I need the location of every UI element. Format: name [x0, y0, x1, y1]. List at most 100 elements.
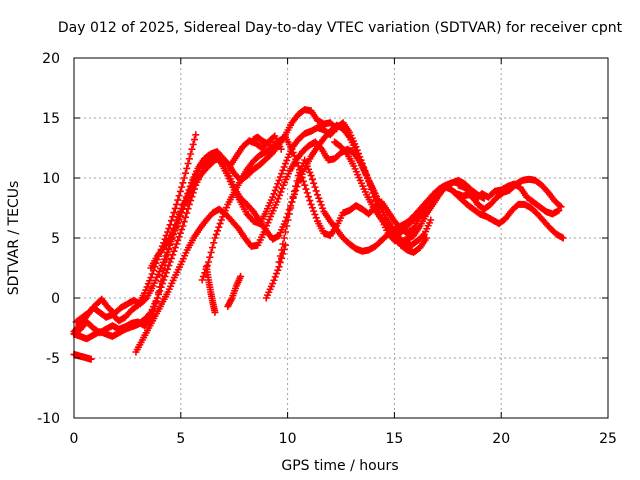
data-point	[175, 192, 183, 200]
x-tick-label: 0	[70, 431, 79, 447]
series-track-13	[202, 263, 219, 316]
data-point	[174, 196, 182, 204]
data-point	[162, 256, 170, 264]
y-tick-label: 20	[42, 51, 60, 67]
data-point	[279, 166, 287, 174]
data-point	[289, 149, 297, 157]
data-point	[308, 175, 316, 183]
data-point	[555, 206, 563, 214]
data-points	[70, 106, 567, 363]
data-point	[162, 269, 170, 277]
data-point	[166, 258, 174, 266]
data-point	[185, 200, 193, 208]
data-point	[164, 228, 172, 236]
data-point	[267, 138, 275, 146]
data-point	[274, 180, 282, 188]
y-axis-label: SDTVAR / TECUs	[6, 181, 22, 296]
data-point	[310, 179, 318, 187]
data-point	[305, 193, 313, 201]
data-point	[275, 176, 283, 184]
data-point	[272, 183, 280, 191]
data-point	[317, 201, 325, 209]
data-point	[187, 150, 195, 158]
data-point	[306, 197, 314, 205]
data-point	[206, 253, 214, 261]
data-point	[269, 193, 277, 201]
data-point	[281, 241, 289, 249]
data-point	[216, 220, 224, 228]
data-point	[273, 198, 281, 206]
data-point	[205, 258, 213, 266]
data-point	[274, 195, 282, 203]
data-point	[293, 177, 301, 185]
data-point	[153, 294, 161, 302]
data-point	[277, 188, 285, 196]
series-track-14	[224, 272, 245, 310]
data-point	[274, 266, 282, 274]
data-point	[146, 310, 154, 318]
data-point	[187, 197, 195, 205]
y-tick-label: 5	[51, 231, 60, 247]
data-point	[319, 204, 327, 212]
data-point	[279, 250, 287, 258]
data-point	[199, 272, 207, 280]
data-point	[275, 191, 283, 199]
data-point	[311, 183, 319, 191]
data-point	[276, 258, 284, 266]
data-point	[303, 189, 311, 197]
data-point	[280, 163, 288, 171]
data-point	[312, 187, 320, 195]
data-point	[147, 274, 155, 282]
data-point	[288, 145, 296, 153]
data-point	[316, 144, 324, 152]
data-point	[176, 187, 184, 195]
data-point	[179, 205, 187, 213]
data-point	[556, 202, 564, 210]
data-point	[189, 178, 197, 186]
data-point	[171, 244, 179, 252]
series-track-11	[454, 175, 565, 213]
x-axis-label: GPS time / hours	[281, 458, 398, 474]
data-point	[178, 183, 186, 191]
data-point	[272, 270, 280, 278]
data-point	[278, 254, 286, 262]
data-point	[170, 247, 178, 255]
x-tick-label: 20	[492, 431, 510, 447]
data-point	[184, 192, 192, 200]
data-point	[216, 156, 224, 164]
data-point	[188, 182, 196, 190]
data-point	[419, 232, 427, 240]
data-point	[174, 219, 182, 227]
data-point	[173, 222, 181, 230]
data-point	[281, 228, 289, 236]
data-point	[178, 209, 186, 217]
data-point	[285, 210, 293, 218]
data-point	[289, 193, 297, 201]
data-point	[141, 295, 149, 303]
data-point	[175, 215, 183, 223]
data-point	[271, 186, 279, 194]
data-point	[183, 164, 191, 172]
data-point	[173, 200, 181, 208]
data-point	[311, 210, 319, 218]
data-point	[210, 239, 218, 247]
y-tick-label: 10	[42, 171, 60, 187]
data-point	[158, 280, 166, 288]
y-tick-label: 15	[42, 111, 60, 127]
data-point	[301, 181, 309, 189]
data-point	[190, 175, 198, 183]
data-point	[211, 308, 219, 316]
series-track-15	[249, 133, 275, 147]
data-point	[185, 188, 193, 196]
data-point	[342, 149, 350, 157]
series-track-7	[198, 133, 430, 284]
data-point	[207, 248, 215, 256]
data-point	[87, 355, 95, 363]
data-point	[165, 224, 173, 232]
data-point	[175, 233, 183, 241]
data-point	[302, 185, 310, 193]
data-point	[156, 287, 164, 295]
data-point	[215, 223, 223, 231]
data-point	[190, 136, 198, 144]
